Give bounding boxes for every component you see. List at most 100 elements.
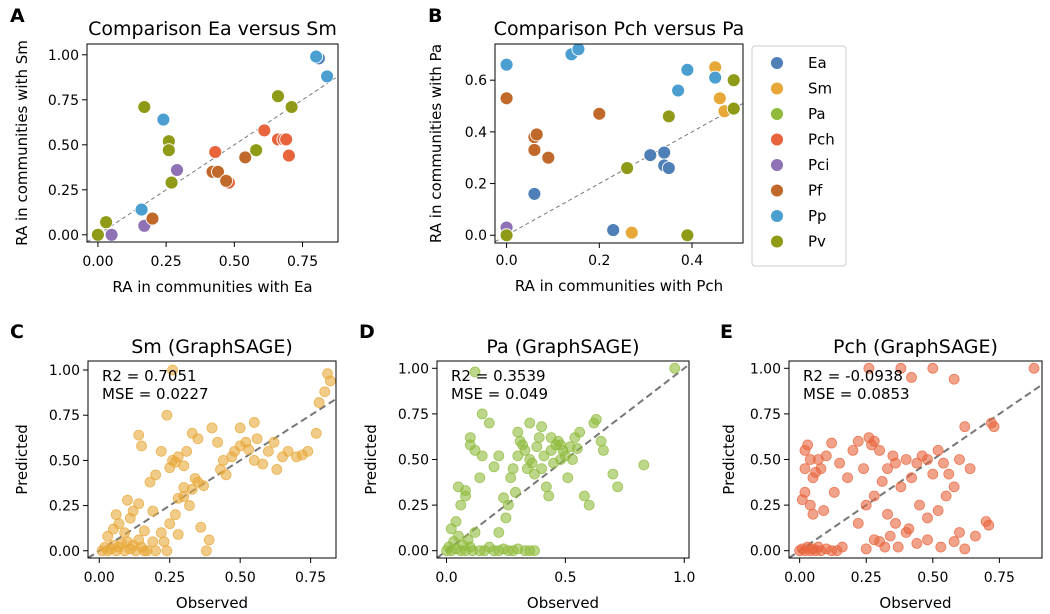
legend-label: Ea <box>808 54 827 72</box>
data-point-pp <box>571 44 586 57</box>
panel-letter: E <box>720 321 733 343</box>
data-point-pch <box>954 454 965 465</box>
data-point-pa <box>524 417 536 429</box>
data-point-pp <box>708 70 723 85</box>
data-point-sm <box>712 91 727 106</box>
data-point-pch <box>895 362 907 374</box>
data-point-pa <box>531 441 543 453</box>
data-point-pa <box>505 472 517 484</box>
x-axis-label: RA in communities with Pch <box>515 277 723 295</box>
data-point-sm <box>133 498 145 510</box>
data-point-pch <box>876 475 888 487</box>
y-tick-label: 0.6 <box>465 73 487 89</box>
x-tick-label: 0.4 <box>681 253 703 269</box>
y-tick-label: 0.75 <box>750 407 781 423</box>
x-tick-label: 0.75 <box>295 570 326 586</box>
data-point-pch <box>884 530 896 542</box>
y-axis-label: Predicted <box>362 424 380 494</box>
data-point-pch <box>852 435 864 447</box>
data-point-pa <box>595 435 607 447</box>
data-point-pch <box>842 472 853 484</box>
axes-frame <box>87 360 337 559</box>
data-point-pp <box>680 62 695 77</box>
legend-marker-pf <box>770 183 784 198</box>
x-tick-label: 0.50 <box>219 254 250 270</box>
data-point-ea <box>527 186 542 201</box>
data-point-pa <box>669 362 681 374</box>
data-points <box>441 362 681 557</box>
data-point-pf <box>527 143 542 157</box>
data-point-sm <box>136 440 147 452</box>
y-axis-label: Predicted <box>13 424 31 494</box>
data-point-pch <box>820 450 832 462</box>
data-point-pch <box>983 519 995 531</box>
data-point-pch <box>900 454 912 465</box>
y-tick-label: 0.25 <box>398 498 429 514</box>
data-point-pa <box>507 463 519 475</box>
data-point-sm <box>102 530 114 542</box>
data-point-sm <box>302 445 314 457</box>
x-tick-label: 0.0 <box>495 253 517 269</box>
chart-title: Comparison Ea versus Sm <box>88 18 337 40</box>
data-point-pch <box>970 530 981 542</box>
data-point-pch <box>932 444 944 456</box>
data-point-pv <box>271 89 285 104</box>
data-point-sm <box>192 433 204 445</box>
data-point-pa <box>590 413 602 425</box>
data-point-pv <box>726 101 741 116</box>
data-point-ea <box>657 145 672 160</box>
data-point-sm <box>243 444 255 455</box>
y-tick-label: 0.75 <box>398 407 429 423</box>
data-point-pch <box>954 527 965 538</box>
data-point-pa <box>512 426 524 438</box>
data-point-sm <box>212 436 224 448</box>
data-point-sm <box>184 500 195 511</box>
x-tick-label: 0.25 <box>151 254 182 270</box>
data-point-pa <box>529 545 540 557</box>
data-point-pa <box>562 472 574 484</box>
y-axis-label: RA in communities with Sm <box>13 40 31 246</box>
x-tick-label: 0.25 <box>154 570 185 586</box>
data-point-pv <box>164 175 179 190</box>
data-point-sm <box>178 491 190 502</box>
x-tick-label: 0.50 <box>917 570 948 586</box>
data-point-sm <box>161 409 173 421</box>
legend-label: Pv <box>808 233 826 251</box>
data-point-pa <box>583 499 595 511</box>
data-points <box>499 44 741 243</box>
data-point-pa <box>483 417 495 429</box>
data-point-sm <box>147 505 159 517</box>
data-point-pa <box>540 481 552 493</box>
y-tick-label: 0.25 <box>49 499 80 515</box>
y-tick-label: 0.50 <box>750 453 781 469</box>
y-tick-label: 0.75 <box>48 93 79 109</box>
data-point-pv <box>99 215 114 230</box>
legend: Ea Sm Pa Pch Pci Pf Pp Pv <box>751 45 847 267</box>
data-point-pch <box>882 463 893 475</box>
y-tick-label: 0.00 <box>398 544 429 560</box>
data-point-sm <box>172 451 184 463</box>
data-point-pa <box>510 486 521 498</box>
axes-frame <box>494 43 744 244</box>
data-point-sm <box>313 397 325 408</box>
data-point-pch <box>818 505 830 516</box>
data-point-pv <box>680 228 695 243</box>
data-point-sm <box>158 536 170 548</box>
mse-text: MSE = 0.049 <box>451 385 548 403</box>
data-point-pa <box>519 444 531 456</box>
data-point-pch <box>828 486 840 498</box>
data-point-pp <box>320 69 335 84</box>
chart-title: Pch (GraphSAGE) <box>833 336 998 358</box>
data-point-sm <box>262 445 274 457</box>
data-point-pa <box>574 426 586 438</box>
data-point-pa <box>452 481 464 493</box>
data-point-pa <box>536 421 548 433</box>
data-point-sm <box>144 476 156 488</box>
data-point-pch <box>922 454 933 465</box>
legend-label: Pp <box>808 207 827 225</box>
data-point-pci <box>170 163 184 177</box>
chart-title: Comparison Pch versus Pa <box>494 18 745 40</box>
data-point-pp <box>309 49 324 64</box>
data-point-pa <box>460 490 471 502</box>
data-point-sm <box>203 534 215 546</box>
